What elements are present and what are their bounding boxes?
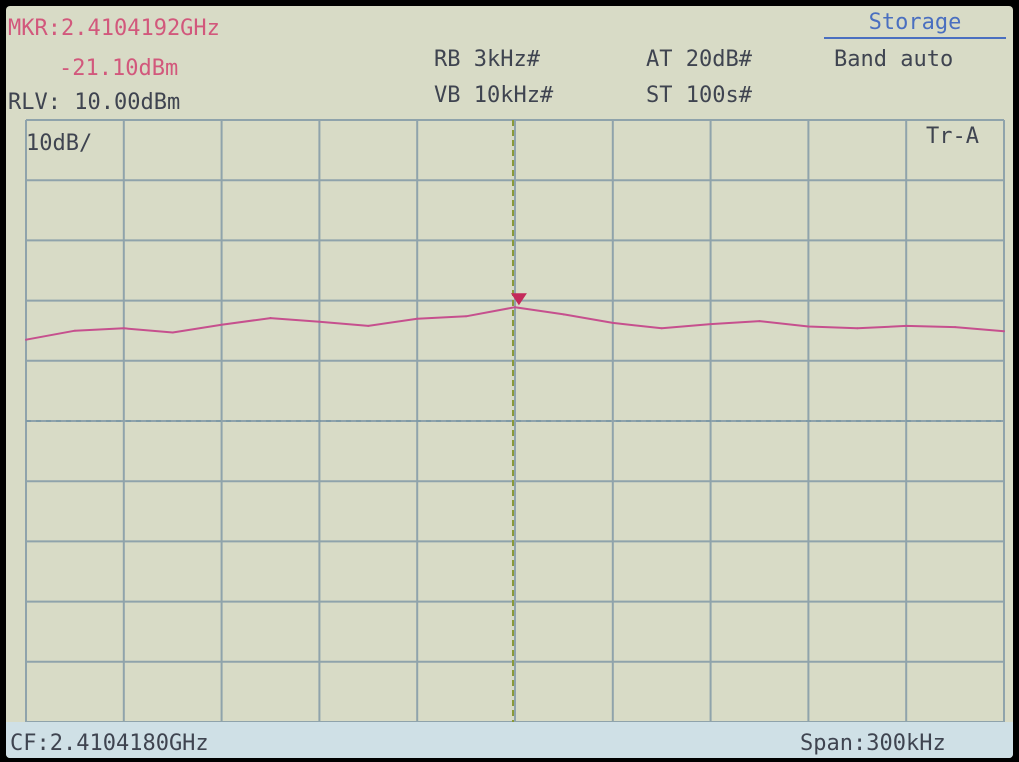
sweep-time: ST 100s# xyxy=(646,83,752,108)
storage-underline xyxy=(824,37,1006,39)
video-bandwidth: VB 10kHz# xyxy=(434,83,554,108)
trace-point xyxy=(416,317,419,320)
trace-point xyxy=(318,320,321,323)
trace-point xyxy=(562,313,565,316)
trace-label: Tr-A xyxy=(926,124,979,149)
analyzer-screen: MKR:2.4104192GHz -21.10dBm RLV: 10.00dBm… xyxy=(6,6,1013,758)
trace-point xyxy=(171,331,174,334)
attenuation: AT 20dB# xyxy=(646,47,752,72)
trace-points xyxy=(25,306,1005,341)
trace-point xyxy=(660,327,663,330)
trace-point xyxy=(25,338,27,341)
trace-point xyxy=(220,323,223,326)
center-frequency: CF:2.4104180GHz xyxy=(10,731,209,756)
trace-point xyxy=(1003,330,1005,333)
trace-point xyxy=(709,323,712,326)
marker-triangle-icon xyxy=(510,293,527,306)
marker-frequency: MKR:2.4104192GHz xyxy=(8,16,220,41)
trace-point xyxy=(367,324,370,327)
storage-softkey[interactable]: Storage xyxy=(868,10,962,35)
band-softkey[interactable]: Band auto xyxy=(834,47,954,72)
marker-level: -21.10dBm xyxy=(59,56,179,81)
trace-point xyxy=(905,324,908,327)
trace-point xyxy=(954,326,957,329)
trace-point xyxy=(465,315,468,318)
trace-point xyxy=(807,325,810,328)
spectrum-plot xyxy=(25,119,1005,723)
trace-point xyxy=(269,317,272,320)
bottom-status-bar xyxy=(6,722,1013,758)
trace-point xyxy=(758,320,761,323)
trace-point xyxy=(73,329,76,332)
trace-point xyxy=(611,321,614,324)
reference-level: RLV: 10.00dBm xyxy=(8,90,181,115)
trace-point xyxy=(122,327,125,330)
trace-point xyxy=(514,306,516,309)
scale-label: 10dB/ xyxy=(26,131,93,156)
span: Span:300kHz xyxy=(800,731,946,756)
resolution-bandwidth: RB 3kHz# xyxy=(434,47,540,72)
trace-point xyxy=(856,327,859,330)
